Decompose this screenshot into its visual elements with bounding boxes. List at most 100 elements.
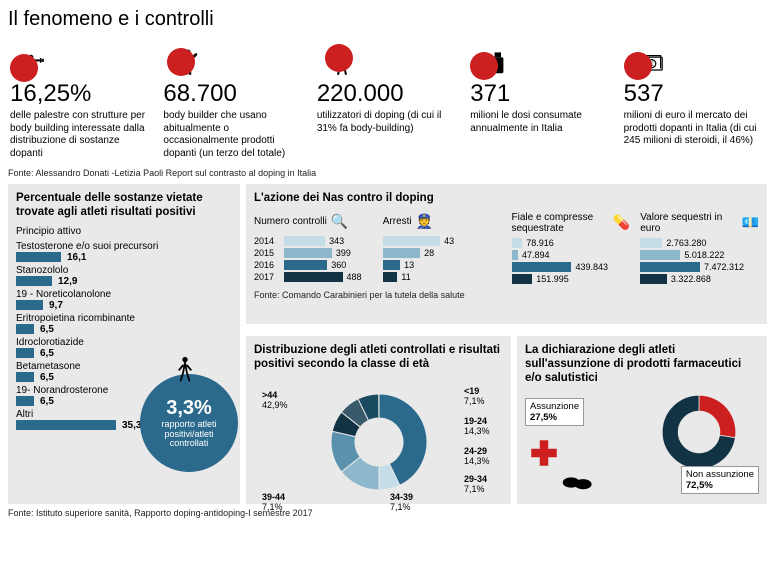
- nas-row: 13: [383, 260, 502, 270]
- nas-column: Numero controlli 🔍 2014 343 2015 399 201…: [254, 212, 373, 286]
- nas-bar: [512, 262, 572, 272]
- nas-value: 7.472.312: [704, 262, 744, 272]
- substance-bar: [16, 324, 34, 334]
- nas-row: 43: [383, 236, 502, 246]
- stat-desc: utilizzatori di doping (di cui il 31% fa…: [317, 110, 458, 135]
- nas-row: 2017 488: [254, 272, 373, 282]
- nas-bar: [383, 272, 398, 282]
- nas-bar: [284, 272, 343, 282]
- stat-card: 220.000 utilizzatori di doping (di cui i…: [315, 39, 460, 164]
- nas-row: 439.843: [512, 262, 631, 272]
- panel-title: L'azione dei Nas contro il doping: [254, 192, 759, 206]
- nas-value: 43: [444, 236, 454, 246]
- stat-desc: delle palestre con strutture per body bu…: [10, 110, 151, 160]
- weightlifter-icon: [10, 43, 151, 78]
- nas-bar: [284, 236, 325, 246]
- money-icon: €: [624, 43, 765, 78]
- substance-label: Testosterone e/o suoi precursori: [16, 241, 232, 252]
- nas-column: Fiale e compresse sequestrate 💊 78.916 4…: [512, 212, 631, 286]
- panel-title: Percentuale delle sostanze vietate trova…: [16, 192, 232, 220]
- substances-panel: Percentuale delle sostanze vietate trova…: [8, 184, 240, 504]
- substance-label: Betametasone: [16, 361, 232, 372]
- stat-value: 16,25%: [10, 80, 151, 108]
- donut-seg-label: >4442,9%: [262, 390, 288, 410]
- nas-col-head: Numero controlli 🔍: [254, 212, 373, 232]
- nas-bar: [383, 236, 440, 246]
- nas-value: 360: [331, 260, 346, 270]
- nas-value: 28: [424, 248, 434, 258]
- substance-value: 35,3: [122, 420, 141, 431]
- substance-value: 6,5: [40, 372, 54, 383]
- donut-seg-label: 39-447,1%: [262, 492, 285, 512]
- nas-value: 343: [329, 236, 344, 246]
- subhead: Principio attivo: [16, 226, 232, 237]
- substance-label: Idroclorotiazide: [16, 337, 232, 348]
- age-donut-chart: [319, 382, 439, 502]
- stat-card: € 537 milioni di euro il mercato dei pro…: [622, 39, 767, 164]
- stat-card: 371 milioni le dosi consumate annualment…: [468, 39, 613, 164]
- nas-year: 2014: [254, 236, 280, 246]
- nas-value: 3.322.868: [671, 274, 711, 284]
- stat-value: 371: [470, 80, 611, 108]
- substance-bar: [16, 276, 52, 286]
- stat-value: 220.000: [317, 80, 458, 108]
- stat-card: 16,25% delle palestre con strutture per …: [8, 39, 153, 164]
- substance-bar: [16, 420, 116, 430]
- nas-row: 2014 343: [254, 236, 373, 246]
- badge-text: rapporto atleti positivi/atleti controll…: [140, 420, 238, 450]
- source-text: Fonte: Comando Carabinieri per la tutela…: [254, 290, 759, 300]
- stat-desc: milioni di euro il mercato dei prodotti …: [624, 110, 765, 148]
- substance-value: 12,9: [58, 276, 77, 287]
- donut-seg-label: 24-2914,3%: [464, 446, 490, 466]
- nas-col-head: Valore sequestri in euro 💶: [640, 212, 759, 234]
- nas-panel: L'azione dei Nas contro il doping Numero…: [246, 184, 767, 324]
- nas-value: 78.916: [526, 238, 554, 248]
- substance-row: Eritropoietina ricombinante 6,5: [16, 313, 232, 335]
- stats-row: 16,25% delle palestre con strutture per …: [8, 39, 767, 164]
- nas-bar: [284, 260, 327, 270]
- nas-col-icon: 💶: [742, 214, 759, 231]
- donut-seg-label: <197,1%: [464, 386, 485, 406]
- substance-value: 6,5: [40, 348, 54, 359]
- stat-value: 537: [624, 80, 765, 108]
- source-text: Fonte: Alessandro Donati -Letizia Paoli …: [8, 168, 767, 178]
- bottle-icon: [470, 43, 611, 78]
- nas-value: 488: [347, 272, 362, 282]
- stat-desc: body builder che usano abitualmente o oc…: [163, 110, 304, 160]
- nas-value: 11: [401, 272, 410, 282]
- donut-seg-label: 34-397,1%: [390, 492, 413, 512]
- nas-bar: [640, 238, 662, 248]
- badge-pct: 3,3%: [166, 397, 212, 420]
- nas-row: 47.894: [512, 250, 631, 260]
- substance-row: 19 - Noreticolanolone 9,7: [16, 289, 232, 311]
- nas-value: 151.995: [536, 274, 569, 284]
- page-title: Il fenomeno e i controlli: [8, 8, 767, 31]
- substance-value: 9,7: [49, 300, 63, 311]
- nas-value: 5.018.222: [684, 250, 724, 260]
- nas-column: Arresti 👮 43 28 13 11: [383, 212, 502, 286]
- panel-title: Distribuzione degli atleti controllati e…: [254, 344, 503, 372]
- nas-col-head: Fiale e compresse sequestrate 💊: [512, 212, 631, 234]
- substance-value: 16,1: [67, 252, 86, 263]
- yes-label: Assunzione27,5%: [525, 398, 584, 426]
- nas-row: 2016 360: [254, 260, 373, 270]
- donut-seg-label: 29-347,1%: [464, 474, 487, 494]
- age-donut-panel: Distribuzione degli atleti controllati e…: [246, 336, 511, 504]
- nas-row: 28: [383, 248, 502, 258]
- nas-value: 439.843: [575, 262, 608, 272]
- nas-row: 2015 399: [254, 248, 373, 258]
- substance-bar: [16, 372, 34, 382]
- stat-value: 68.700: [163, 80, 304, 108]
- nas-col-icon: 🔍: [331, 213, 348, 230]
- substance-bar: [16, 300, 43, 310]
- substance-bar: [16, 252, 61, 262]
- nas-year: 2016: [254, 260, 280, 270]
- nas-bar: [640, 274, 667, 284]
- nas-row: 3.322.868: [640, 274, 759, 284]
- nas-col-icon: 👮: [416, 213, 433, 230]
- nas-column: Valore sequestri in euro 💶 2.763.280 5.0…: [640, 212, 759, 286]
- pills-icon: [561, 474, 595, 491]
- nas-row: 78.916: [512, 238, 631, 248]
- substance-row: Idroclorotiazide 6,5: [16, 337, 232, 359]
- no-label: Non assunzione72,5%: [681, 466, 759, 494]
